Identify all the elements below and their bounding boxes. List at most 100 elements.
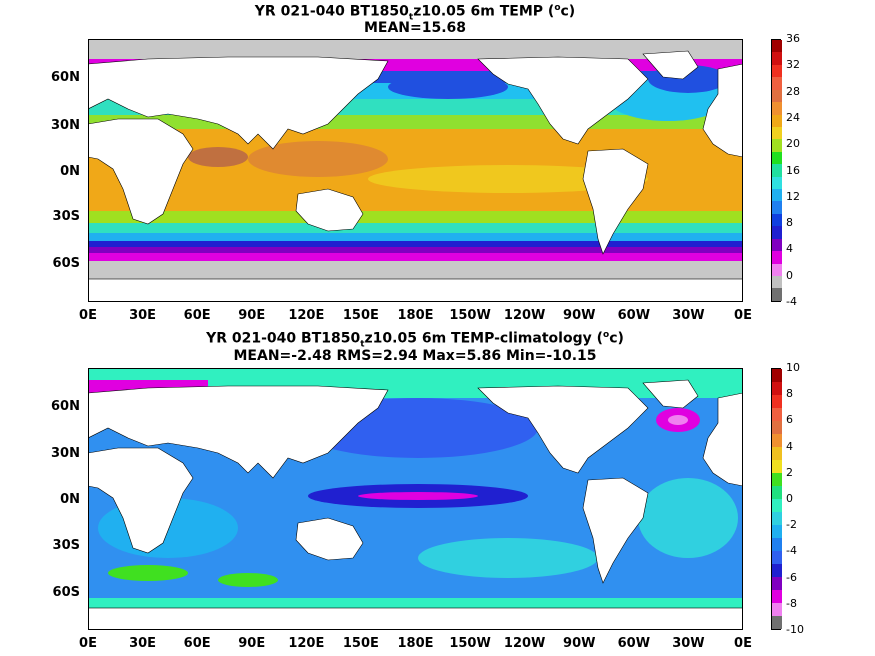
- colorbar-label: -4: [786, 295, 797, 308]
- panel1-map: [88, 39, 743, 302]
- colorbar-swatch: [772, 139, 782, 152]
- panel1-ytick: 30N: [51, 118, 80, 133]
- panel2-xtick: 0E: [79, 636, 97, 651]
- colorbar-label: 0: [786, 492, 793, 505]
- colorbar-swatch: [772, 176, 782, 190]
- colorbar-label: 8: [786, 216, 793, 230]
- colorbar-label: -2: [786, 518, 797, 532]
- colorbar-label: 4: [786, 439, 793, 453]
- panel1-xtick: 90E: [238, 308, 266, 323]
- panel2-xtick: 90W: [563, 636, 596, 651]
- colorbar-swatch: [772, 577, 782, 590]
- colorbar-label: 8: [786, 387, 793, 401]
- colorbar-swatch: [772, 395, 782, 408]
- panel1-xtick: 60E: [183, 308, 211, 323]
- colorbar-swatch: [772, 512, 782, 525]
- panel2-xtick: 0E: [734, 636, 752, 651]
- panel2-ytick: 30N: [51, 446, 80, 461]
- colorbar-label: 2: [786, 465, 793, 479]
- colorbar-swatch: [772, 89, 782, 103]
- panel1-xtick: 30W: [672, 308, 705, 323]
- colorbar-swatch: [772, 369, 782, 382]
- panel1-xtick: 60W: [617, 308, 651, 323]
- colorbar-swatch: [772, 52, 782, 65]
- colorbar-swatch: [772, 288, 782, 301]
- panel2-ytick: 30S: [52, 538, 80, 553]
- panel1-colorbar: [771, 39, 782, 302]
- panel2-xtick: 30E: [129, 636, 157, 651]
- colorbar-label: -4: [786, 544, 797, 558]
- panel1-ytick: 60S: [52, 256, 80, 271]
- colorbar-swatch: [772, 551, 782, 564]
- panel1-title: YR 021-040 BT1850tz10.05 6m TEMP (oc): [254, 3, 576, 23]
- colorbar-swatch: [772, 486, 782, 499]
- colorbar-label: 36: [786, 32, 800, 45]
- colorbar-swatch: [772, 499, 782, 512]
- colorbar-swatch: [772, 434, 782, 447]
- colorbar-label: -8: [786, 596, 797, 610]
- colorbar-swatch: [772, 538, 782, 551]
- colorbar-label: 12: [786, 189, 800, 203]
- colorbar-swatch: [772, 126, 782, 140]
- panel2-frame: [88, 368, 743, 630]
- panel1-xtick: 0E: [79, 308, 97, 323]
- colorbar-swatch: [772, 114, 782, 127]
- panel1-ytick: 60N: [51, 70, 80, 85]
- colorbar-label: 6: [786, 413, 793, 427]
- colorbar-swatch: [772, 473, 782, 486]
- panel1-frame: [88, 39, 743, 302]
- panel2-ytick: 60S: [52, 585, 80, 600]
- panel1-xtick: 0E: [734, 308, 752, 323]
- colorbar-swatch: [772, 590, 782, 603]
- colorbar-label: 0: [786, 268, 793, 282]
- colorbar-label: -6: [786, 570, 797, 584]
- panel2-xtick: 120E: [288, 636, 325, 651]
- panel1-map-svg: [88, 39, 743, 302]
- colorbar-swatch: [772, 151, 782, 165]
- colorbar-swatch: [772, 525, 782, 538]
- colorbar-label: 20: [786, 137, 800, 151]
- colorbar-swatch: [772, 164, 782, 177]
- panel1-xtick: 180E: [397, 308, 434, 323]
- colorbar-swatch: [772, 213, 782, 227]
- colorbar-swatch: [772, 421, 782, 434]
- colorbar-swatch: [772, 616, 782, 629]
- colorbar-label: 16: [786, 163, 800, 177]
- panel2-colorbar: [771, 368, 782, 630]
- panel1-xtick: 120E: [288, 308, 325, 323]
- panel2-xtick: 30W: [672, 636, 705, 651]
- panel1-xtick: 90W: [563, 308, 596, 323]
- colorbar-swatch: [772, 251, 782, 264]
- colorbar-swatch: [772, 408, 782, 421]
- panel2-stats: MEAN=-2.48 RMS=2.94 Max=5.86 Min=-10.15: [233, 348, 597, 364]
- colorbar-swatch: [772, 102, 782, 115]
- colorbar-swatch: [772, 226, 782, 239]
- panel2-xtick: 150W: [449, 636, 491, 651]
- colorbar-swatch: [772, 189, 782, 202]
- colorbar-swatch: [772, 64, 782, 78]
- colorbar-swatch: [772, 276, 782, 289]
- colorbar-swatch: [772, 564, 782, 577]
- colorbar-label: 28: [786, 84, 800, 98]
- panel2-xtick: 60W: [617, 636, 651, 651]
- panel1-xtick: 120W: [503, 308, 546, 323]
- panel1-xtick: 30E: [129, 308, 157, 323]
- colorbar-label: -10: [786, 623, 804, 636]
- colorbar-swatch: [772, 77, 782, 90]
- panel2-ytick: 0N: [60, 492, 80, 507]
- panel1-xtick: 150W: [449, 308, 491, 323]
- colorbar-swatch: [772, 201, 782, 214]
- panel2-title: YR 021-040 BT1850tz10.05 6m TEMP-climato…: [206, 330, 624, 350]
- colorbar-swatch: [772, 40, 782, 53]
- panel2-xtick: 150E: [342, 636, 379, 651]
- panel2-xtick: 90E: [238, 636, 266, 651]
- colorbar-label: 10: [786, 361, 800, 374]
- colorbar-swatch: [772, 238, 782, 252]
- colorbar-swatch: [772, 447, 782, 460]
- panel2-xtick: 180E: [397, 636, 434, 651]
- panel2-map-svg: [88, 368, 743, 630]
- panel2-map: [88, 368, 743, 630]
- colorbar-swatch: [772, 263, 782, 277]
- panel1-ytick: 30S: [52, 209, 80, 224]
- panel1-xtick: 150E: [342, 308, 379, 323]
